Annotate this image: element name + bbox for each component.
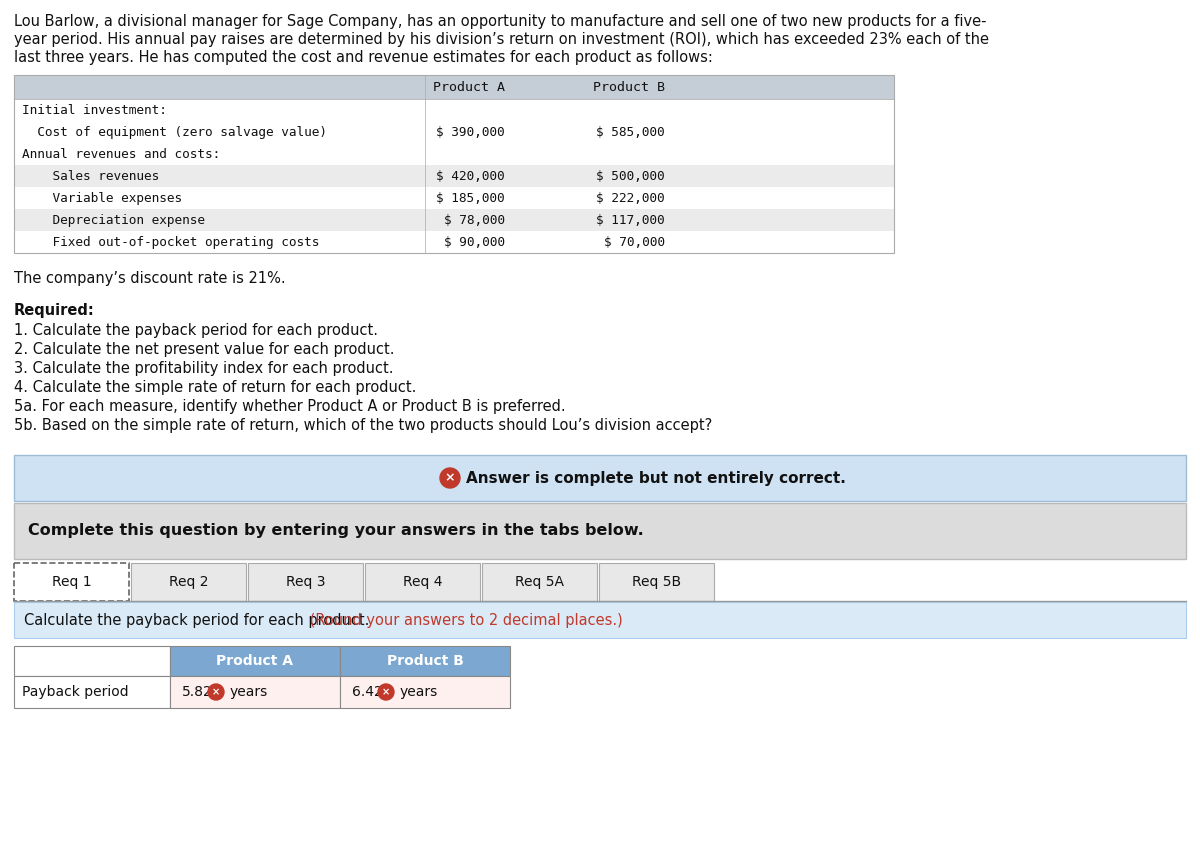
Text: Answer is complete but not entirely correct.: Answer is complete but not entirely corr… <box>466 470 846 485</box>
Text: $ 117,000: $ 117,000 <box>596 214 665 226</box>
Text: Lou Barlow, a divisional manager for Sage Company, has an opportunity to manufac: Lou Barlow, a divisional manager for Sag… <box>14 14 986 29</box>
Bar <box>14 602 1186 638</box>
Bar <box>14 231 894 253</box>
Text: $ 222,000: $ 222,000 <box>596 192 665 204</box>
Bar <box>14 209 894 231</box>
Text: $ 70,000: $ 70,000 <box>604 235 665 248</box>
Text: 1. Calculate the payback period for each product.: 1. Calculate the payback period for each… <box>14 323 378 338</box>
Bar <box>14 187 894 209</box>
Text: Cost of equipment (zero salvage value): Cost of equipment (zero salvage value) <box>22 125 326 139</box>
Text: Required:: Required: <box>14 303 95 318</box>
Text: years: years <box>230 685 269 699</box>
Bar <box>14 75 894 253</box>
Text: Req 5A: Req 5A <box>515 575 564 589</box>
Text: Req 4: Req 4 <box>403 575 443 589</box>
Text: ×: × <box>212 687 220 697</box>
Text: Payback period: Payback period <box>22 685 128 699</box>
Bar <box>340 676 510 708</box>
Text: ×: × <box>445 472 455 484</box>
Text: The company’s discount rate is 21%.: The company’s discount rate is 21%. <box>14 271 286 286</box>
Bar <box>14 563 130 601</box>
Text: Req 1: Req 1 <box>52 575 91 589</box>
Text: $ 585,000: $ 585,000 <box>596 125 665 139</box>
Text: Product A: Product A <box>433 81 505 93</box>
Text: 5.82: 5.82 <box>182 685 212 699</box>
Text: Complete this question by entering your answers in the tabs below.: Complete this question by entering your … <box>28 523 643 538</box>
Text: Depreciation expense: Depreciation expense <box>22 214 205 226</box>
Bar <box>14 75 894 99</box>
Bar <box>482 563 598 601</box>
Text: 3. Calculate the profitability index for each product.: 3. Calculate the profitability index for… <box>14 361 394 376</box>
Text: last three years. He has computed the cost and revenue estimates for each produc: last three years. He has computed the co… <box>14 50 713 65</box>
Text: $ 78,000: $ 78,000 <box>444 214 505 226</box>
Text: Fixed out-of-pocket operating costs: Fixed out-of-pocket operating costs <box>22 235 319 248</box>
Text: 5a. For each measure, identify whether Product A or Product B is preferred.: 5a. For each measure, identify whether P… <box>14 399 565 414</box>
Bar <box>170 646 340 676</box>
Text: Calculate the payback period for each product.: Calculate the payback period for each pr… <box>24 612 370 627</box>
Bar <box>170 676 340 708</box>
Text: $ 390,000: $ 390,000 <box>437 125 505 139</box>
Bar <box>365 563 480 601</box>
Text: years: years <box>400 685 438 699</box>
Circle shape <box>208 684 224 700</box>
Bar <box>599 563 714 601</box>
Text: Annual revenues and costs:: Annual revenues and costs: <box>22 147 221 161</box>
Text: Initial investment:: Initial investment: <box>22 103 167 117</box>
Text: Product A: Product A <box>216 654 294 668</box>
Text: (Round your answers to 2 decimal places.): (Round your answers to 2 decimal places.… <box>305 612 623 627</box>
Text: 2. Calculate the net present value for each product.: 2. Calculate the net present value for e… <box>14 342 395 357</box>
Circle shape <box>378 684 394 700</box>
Text: year period. His annual pay raises are determined by his division’s return on in: year period. His annual pay raises are d… <box>14 32 989 47</box>
Text: $ 185,000: $ 185,000 <box>437 192 505 204</box>
Text: 6.42: 6.42 <box>352 685 383 699</box>
Bar <box>14 503 1186 559</box>
Bar <box>14 121 894 143</box>
Text: Variable expenses: Variable expenses <box>22 192 182 204</box>
Bar <box>131 563 246 601</box>
Bar <box>14 99 894 121</box>
Text: ×: × <box>382 687 390 697</box>
Text: Req 5B: Req 5B <box>632 575 682 589</box>
Bar <box>14 143 894 165</box>
Text: $ 420,000: $ 420,000 <box>437 170 505 182</box>
Bar <box>14 676 170 708</box>
Circle shape <box>440 468 460 488</box>
Text: Req 2: Req 2 <box>169 575 209 589</box>
Bar <box>14 165 894 187</box>
Text: Req 3: Req 3 <box>286 575 325 589</box>
Text: $ 90,000: $ 90,000 <box>444 235 505 248</box>
Bar <box>14 646 170 676</box>
Bar <box>248 563 364 601</box>
Text: 5b. Based on the simple rate of return, which of the two products should Lou’s d: 5b. Based on the simple rate of return, … <box>14 418 713 433</box>
Bar <box>340 646 510 676</box>
Text: Product B: Product B <box>386 654 463 668</box>
Bar <box>14 455 1186 501</box>
Text: $ 500,000: $ 500,000 <box>596 170 665 182</box>
Text: Sales revenues: Sales revenues <box>22 170 160 182</box>
Text: 4. Calculate the simple rate of return for each product.: 4. Calculate the simple rate of return f… <box>14 380 416 395</box>
Text: Product B: Product B <box>593 81 665 93</box>
